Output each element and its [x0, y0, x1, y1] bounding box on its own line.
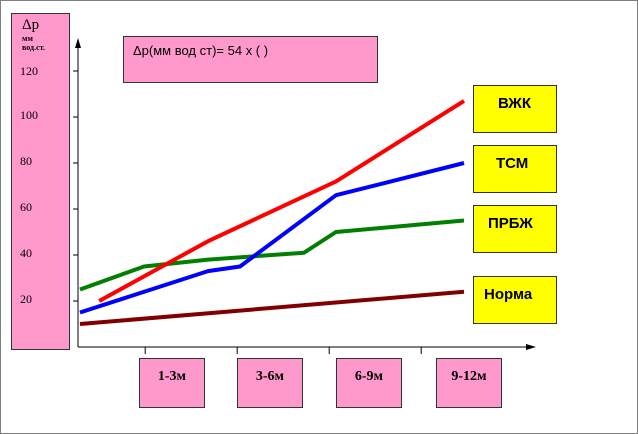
legend-label: ТСМ: [496, 155, 529, 172]
legend-label: ПРБЖ: [488, 215, 533, 232]
y-tick-label: 80: [20, 154, 32, 168]
x-category-label: 3-6м: [237, 358, 303, 408]
y-tick-label: 20: [20, 292, 32, 306]
formula-box: [123, 36, 378, 83]
series-line-2: [79, 161, 465, 315]
y-axis-panel: [11, 13, 70, 350]
y-axis-title: Δp: [22, 17, 40, 33]
legend-label: ВЖК: [498, 95, 531, 112]
y-axis-arrow: [75, 38, 81, 48]
y-tick-label: 100: [20, 108, 38, 122]
x-axis-arrow: [526, 344, 536, 350]
x-category-label: 9-12м: [436, 358, 502, 408]
series-line-1: [98, 99, 466, 303]
y-tick-label: 40: [20, 246, 32, 260]
y-axis-unit: мм вод.ст.: [22, 34, 45, 52]
x-category-label: 1-3м: [139, 358, 205, 408]
legend-item-norma: Норма: [473, 276, 557, 324]
formula-text: Δp(мм вод ст)= 54 х ( ): [133, 43, 269, 58]
legend-item-vzhk: ВЖК: [473, 85, 557, 133]
legend-item-tsm: ТСМ: [473, 145, 557, 193]
legend-label: Норма: [484, 286, 533, 303]
series-line-4: [79, 289, 465, 326]
y-tick-label: 60: [20, 200, 32, 214]
legend-item-prbzh: ПРБЖ: [473, 205, 557, 253]
x-category-label: 6-9м: [336, 358, 402, 408]
y-tick-label: 120: [20, 64, 38, 78]
